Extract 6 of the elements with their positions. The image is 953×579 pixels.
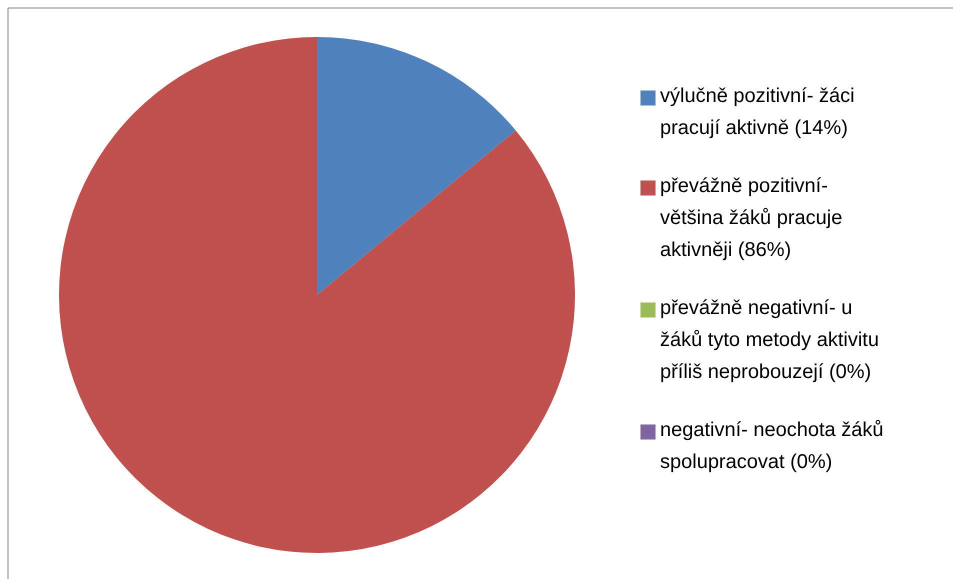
pie-slice xyxy=(317,37,516,295)
legend-label: negativní- neochota žáků spolupracovat (0%) xyxy=(660,419,884,473)
legend-label: převážně pozitivní- většina žáků pracuje aktivněji (86%) xyxy=(660,175,842,261)
pie-slice xyxy=(59,37,575,553)
legend-label: výlučně pozitivní- žáci pracují aktivně (14%) xyxy=(660,85,855,139)
legend-label: převážně negativní- u žáků tyto metody aktivitu příliš neprobouzejí (0%) xyxy=(660,297,879,383)
